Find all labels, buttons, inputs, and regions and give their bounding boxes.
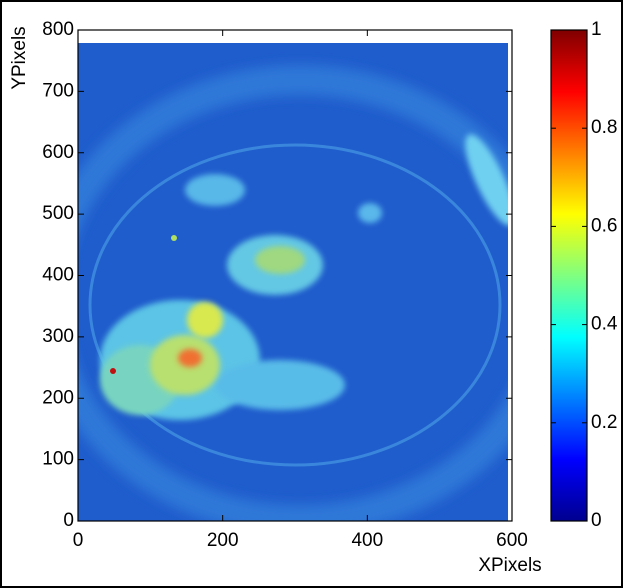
y-tick-label: 400	[42, 265, 74, 286]
x-tick-label: 200	[207, 530, 239, 551]
x-tick-label: 0	[73, 530, 84, 551]
colorbar-tick-label: 1	[591, 19, 602, 40]
x-tick-label: 400	[351, 530, 383, 551]
y-tick-label: 300	[42, 326, 74, 347]
y-tick-label: 500	[42, 203, 74, 224]
x-axis-label: XPixels	[478, 555, 541, 576]
y-tick-label: 0	[63, 510, 74, 531]
colorbar	[550, 29, 588, 522]
y-tick-label: 700	[42, 80, 74, 101]
y-tick-label: 600	[42, 142, 74, 163]
y-tick-label: 800	[42, 19, 74, 40]
colorbar-tick-label: 0.6	[591, 215, 617, 236]
heatmap-image	[78, 43, 508, 521]
y-axis-label: YPixels	[9, 26, 30, 89]
colorbar-tick-label: 0.4	[591, 314, 618, 335]
colorbar-tick-label: 0.8	[591, 117, 617, 138]
colorbar-tick-label: 0	[591, 510, 602, 531]
y-tick-label: 100	[42, 449, 74, 470]
x-tick-label: 600	[496, 530, 528, 551]
y-tick-label: 200	[42, 387, 74, 408]
colorbar-tick-label: 0.2	[591, 412, 617, 433]
